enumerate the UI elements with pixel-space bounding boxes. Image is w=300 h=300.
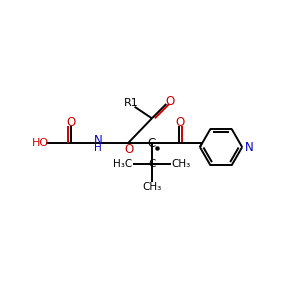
Text: O: O [67, 116, 76, 129]
Text: H: H [94, 143, 102, 153]
Text: O: O [175, 116, 184, 129]
Text: HO: HO [32, 138, 49, 148]
Text: N: N [94, 134, 103, 147]
Text: O: O [166, 94, 175, 107]
Text: CH₃: CH₃ [142, 182, 161, 192]
Text: C: C [148, 137, 156, 150]
Text: C: C [148, 159, 156, 170]
Text: CH₃: CH₃ [171, 159, 190, 170]
Text: H₃C: H₃C [113, 159, 133, 170]
Text: N: N [244, 141, 253, 154]
Text: O: O [124, 142, 134, 155]
Text: R1: R1 [123, 98, 138, 108]
